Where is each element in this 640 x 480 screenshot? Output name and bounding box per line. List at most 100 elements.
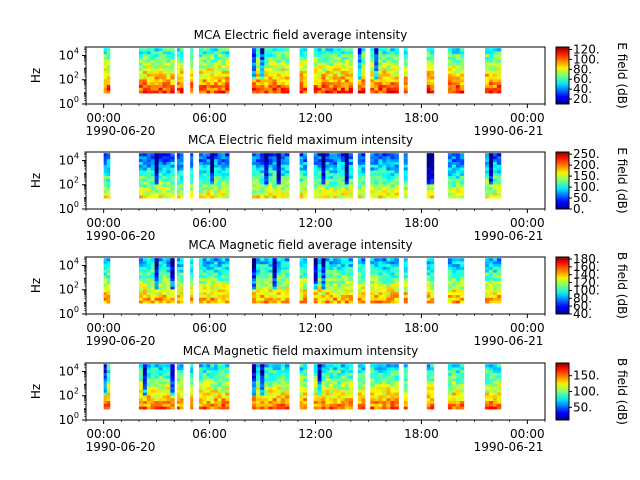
heatmap-cell	[378, 366, 383, 371]
heatmap-cell	[382, 263, 387, 267]
heatmap-cell	[451, 186, 457, 191]
heatmap-cell	[303, 153, 308, 157]
heatmap-cell	[394, 381, 399, 385]
heatmap-cell	[378, 269, 383, 273]
heatmap-cell	[180, 73, 184, 77]
heatmap-cell	[492, 164, 498, 168]
heatmap-cell	[198, 283, 204, 287]
heatmap-cell	[447, 297, 453, 301]
heatmap-cell	[492, 189, 498, 193]
heatmap-cell	[303, 79, 308, 83]
heatmap-cell	[357, 181, 362, 185]
heatmap-cell	[488, 260, 494, 265]
heatmap-cell	[221, 90, 226, 94]
heatmap-cell	[198, 48, 204, 52]
heatmap-cell	[321, 79, 326, 83]
heatmap-cell	[382, 260, 387, 265]
heatmap-cell	[451, 84, 457, 88]
heatmap-cell	[313, 170, 319, 174]
heatmap-cell	[426, 178, 431, 182]
heatmap-cell	[361, 395, 366, 399]
heatmap-cell	[162, 280, 167, 284]
heatmap-cell	[394, 369, 399, 373]
heatmap-cell	[430, 289, 435, 293]
heatmap-cell	[150, 372, 156, 376]
heatmap-cell	[313, 260, 319, 265]
heatmap-cell	[260, 87, 265, 91]
heatmap-cell	[496, 155, 502, 160]
heatmap-cell	[303, 260, 308, 265]
heatmap-cell	[210, 269, 215, 273]
heatmap-cell	[313, 84, 319, 88]
heatmap-cell	[317, 195, 322, 199]
heatmap-cell	[272, 65, 278, 69]
heatmap-cell	[426, 181, 431, 185]
heatmap-cell	[303, 76, 308, 80]
heatmap-cell	[403, 258, 408, 262]
heatmap-cell	[370, 272, 375, 276]
heatmap-cell	[325, 283, 330, 287]
heatmap-cell	[106, 395, 111, 399]
heatmap-cell	[213, 286, 219, 290]
heatmap-cell	[264, 272, 269, 276]
heatmap-cell	[217, 178, 222, 182]
heatmap-cell	[447, 406, 453, 410]
heatmap-cell	[280, 79, 286, 83]
heatmap-cell	[386, 167, 391, 171]
heatmap-cell	[374, 76, 379, 80]
heatmap-cell	[488, 397, 494, 402]
heatmap-cell	[146, 369, 152, 373]
heatmap-cell	[103, 275, 108, 279]
heatmap-cell	[213, 300, 219, 304]
heatmap-cell	[496, 172, 502, 177]
heatmap-cell	[202, 62, 207, 66]
heatmap-cell	[146, 260, 152, 265]
heatmap-cell	[394, 366, 399, 371]
heatmap-cell	[162, 294, 167, 298]
heatmap-cell	[166, 67, 171, 72]
heatmap-cell	[251, 56, 257, 60]
heatmap-cell	[225, 366, 230, 371]
heatmap-cell	[206, 386, 211, 390]
heatmap-cell	[492, 186, 498, 191]
heatmap-cell	[256, 87, 261, 91]
heatmap-cell	[251, 372, 257, 376]
heatmap-cell	[403, 153, 408, 157]
heatmap-cell	[333, 79, 338, 83]
heatmap-cell	[394, 164, 399, 168]
heatmap-cell	[176, 67, 181, 72]
heatmap-cell	[382, 275, 387, 279]
heatmap-cell	[303, 192, 308, 196]
heatmap-cell	[166, 275, 171, 279]
heatmap-cell	[329, 81, 334, 86]
heatmap-cell	[221, 403, 226, 407]
heatmap-cell	[268, 161, 273, 165]
heatmap-cell	[190, 372, 194, 376]
heatmap-cell	[313, 266, 319, 270]
heatmap-cell	[329, 189, 334, 193]
heatmap-cell	[260, 195, 265, 199]
heatmap-cell	[217, 155, 222, 160]
heatmap-cell	[337, 50, 342, 55]
heatmap-cell	[280, 70, 286, 74]
heatmap-cell	[344, 403, 350, 407]
heatmap-cell	[374, 272, 379, 276]
heatmap-cell	[221, 155, 226, 160]
heatmap-cell	[403, 186, 408, 191]
heatmap-cell	[321, 186, 326, 191]
heatmap-cell	[221, 269, 226, 273]
heatmap-cell	[206, 294, 211, 298]
heatmap-cell	[340, 397, 346, 402]
heatmap-cell	[256, 186, 261, 191]
heatmap-cell	[264, 195, 269, 199]
heatmap-cell	[158, 258, 163, 262]
heatmap-cell	[329, 389, 334, 393]
heatmap-cell	[459, 65, 465, 69]
heatmap-cell	[325, 300, 330, 304]
heatmap-cell	[150, 366, 156, 371]
panel-title: MCA Electric field average intensity	[194, 28, 408, 42]
heatmap-cell	[496, 178, 502, 182]
heatmap-cell	[386, 283, 391, 287]
heatmap-cell	[382, 381, 387, 385]
heatmap-cell	[260, 184, 265, 188]
